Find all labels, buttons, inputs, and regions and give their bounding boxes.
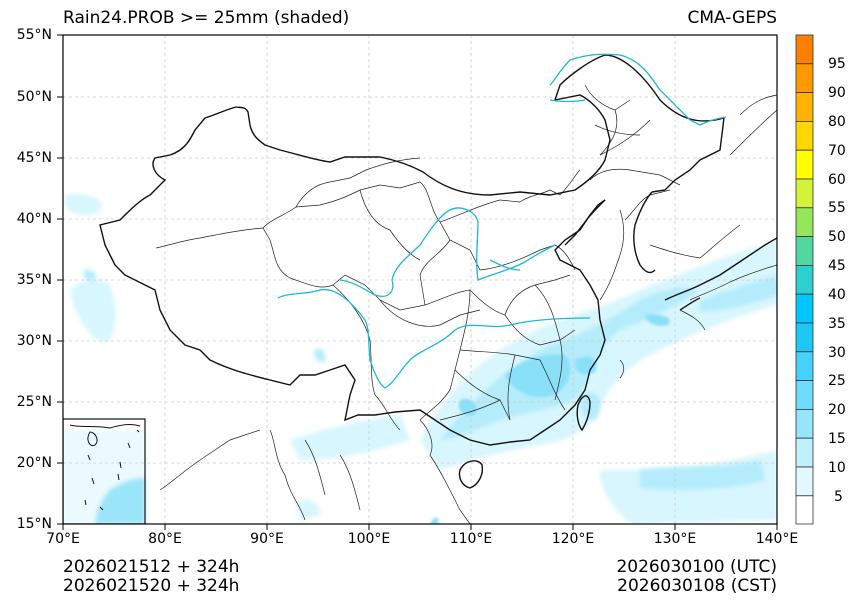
colorbar-label: 60 (828, 172, 846, 188)
y-tick-label: 20°N (16, 455, 52, 471)
y-tick-label: 30°N (16, 333, 52, 349)
x-tick-label: 130°E (653, 531, 697, 547)
x-tick-label: 140°E (755, 531, 799, 547)
y-tick-label: 50°N (16, 89, 52, 105)
colorbar-label: 50 (828, 229, 846, 245)
colorbar-label: 90 (828, 85, 846, 101)
colorbar-label: 40 (828, 287, 846, 303)
tick-marks (57, 34, 778, 530)
colorbar-label: 45 (828, 258, 846, 274)
x-tick-label: 100°E (347, 531, 391, 547)
province-borders (155, 84, 777, 524)
colorbar-label: 30 (828, 345, 846, 361)
colorbar-label: 95 (828, 56, 846, 72)
rivers (277, 53, 727, 389)
init-time-cst: 2026021520 + 324h (63, 576, 240, 596)
x-tick-label: 70°E (46, 531, 80, 547)
colorbar-label: 20 (828, 402, 846, 418)
x-tick-label: 80°E (148, 531, 182, 547)
y-tick-label: 25°N (16, 394, 52, 410)
y-tick-label: 35°N (16, 272, 52, 288)
colorbar-label: 80 (828, 114, 846, 130)
inset-map (63, 418, 146, 524)
y-tick-label: 55°N (16, 27, 52, 43)
x-tick-label: 120°E (551, 531, 595, 547)
x-tick-label: 90°E (250, 531, 284, 547)
colorbar (795, 34, 814, 525)
national-border (99, 54, 777, 489)
init-time-utc: 2026021512 + 324h (63, 557, 240, 577)
colorbar-label: 15 (828, 431, 846, 447)
colorbar-label: 70 (828, 143, 846, 159)
valid-time-utc: 2026030100 (UTC) (616, 557, 777, 577)
chart-title: Rain24.PROB >= 25mm (shaded) (63, 8, 350, 28)
colorbar-label: 25 (828, 373, 846, 389)
colorbar-label: 55 (828, 200, 846, 216)
y-tick-label: 15°N (16, 516, 52, 532)
y-tick-label: 45°N (16, 150, 52, 166)
y-tick-label: 40°N (16, 211, 52, 227)
model-name: CMA-GEPS (687, 8, 777, 28)
valid-time-block: 2026030100 (UTC) 2026030108 (CST) (616, 558, 777, 596)
precipitation-shading (63, 193, 777, 524)
colorbar-label: 5 (834, 489, 843, 505)
x-tick-label: 110°E (449, 531, 493, 547)
colorbar-label: 35 (828, 316, 846, 332)
init-time-block: 2026021512 + 324h 2026021520 + 324h (63, 558, 239, 596)
colorbar-label: 10 (828, 460, 846, 476)
valid-time-cst: 2026030108 (CST) (617, 576, 777, 596)
